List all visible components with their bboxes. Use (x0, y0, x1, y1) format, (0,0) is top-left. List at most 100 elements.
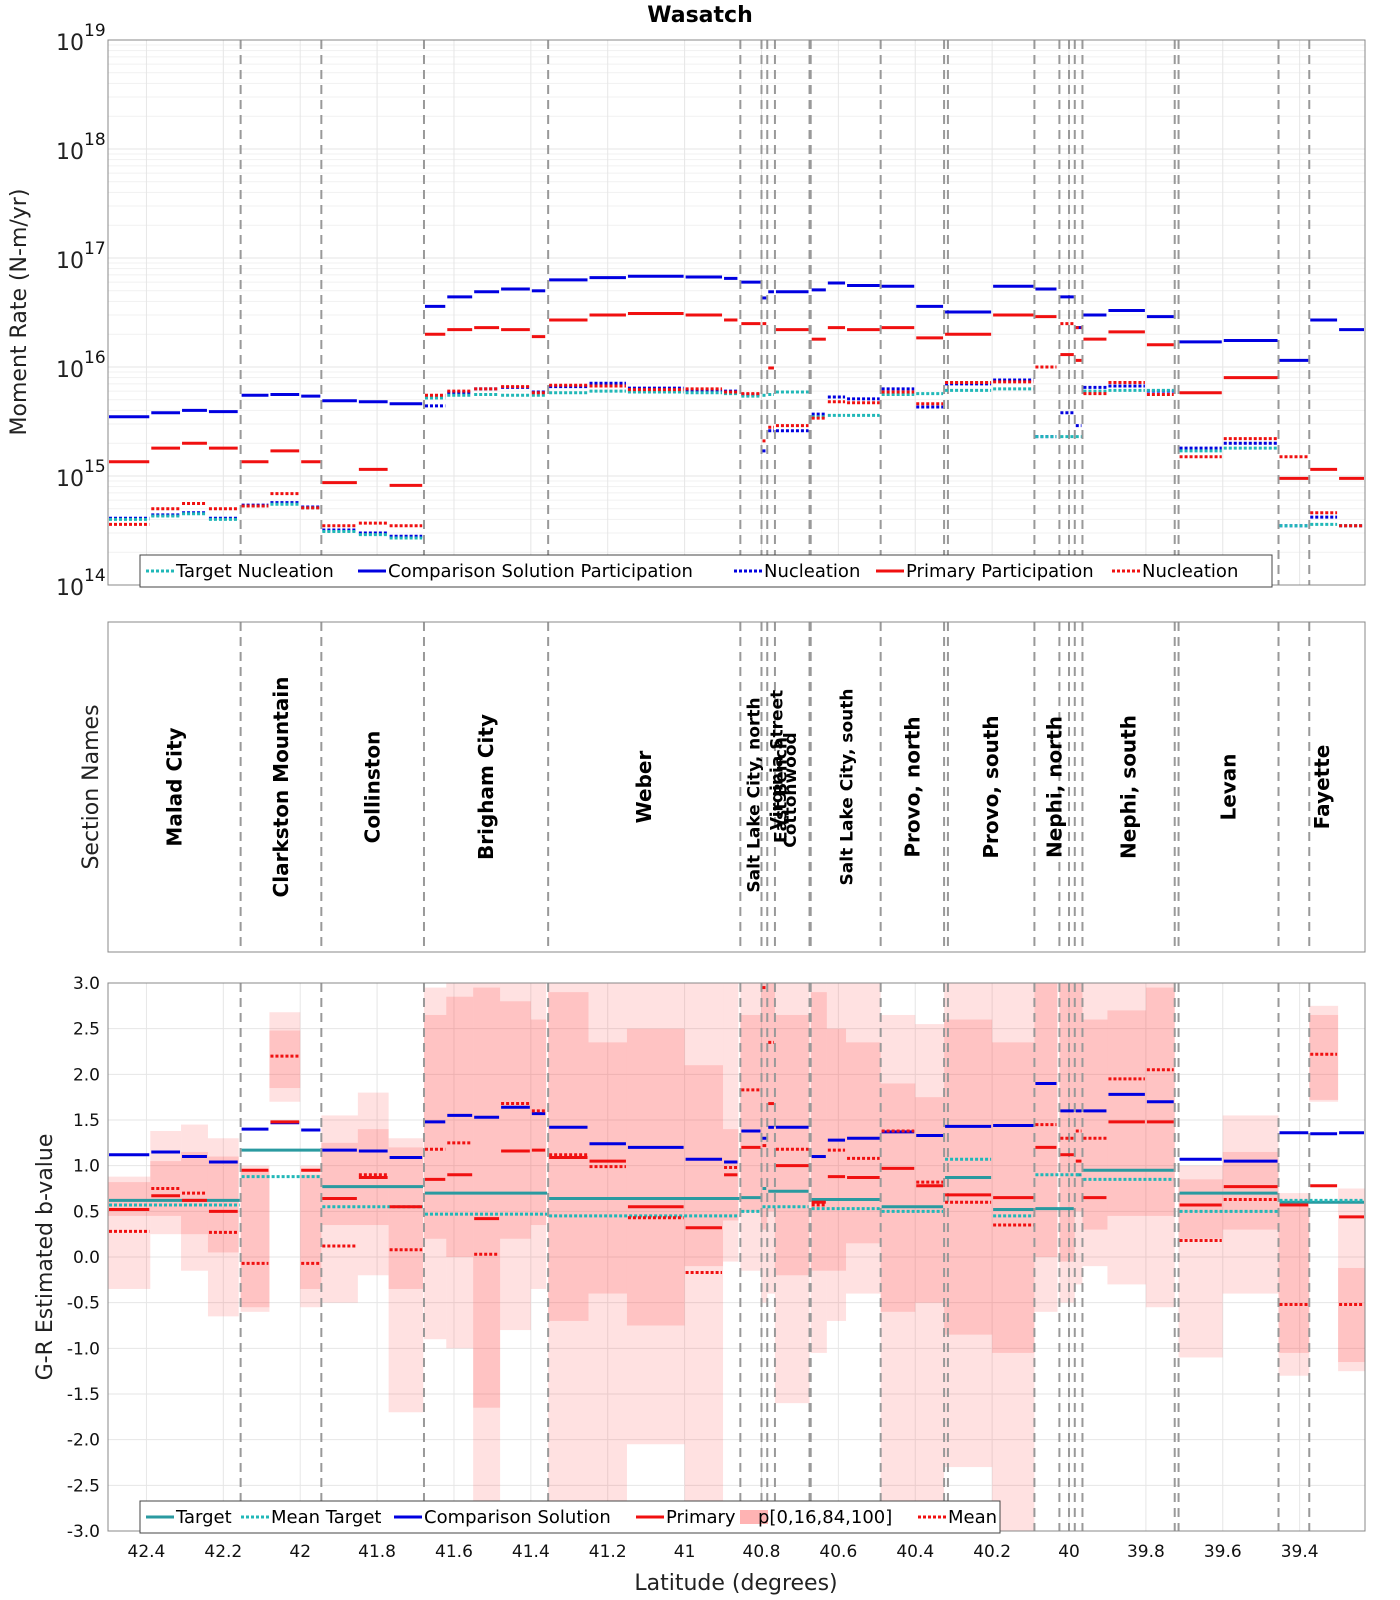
legend-label: Target (175, 1507, 232, 1528)
percentile-band-inner (207, 1156, 239, 1253)
percentile-band-outer (240, 1165, 270, 1312)
x-tick-label: 39.4 (1281, 1542, 1319, 1562)
x-tick-label: 42.4 (128, 1542, 166, 1562)
figure-title: Wasatch (647, 3, 753, 28)
x-tick-label: 39.8 (1127, 1542, 1165, 1562)
x-tick-label: 40.8 (743, 1542, 781, 1562)
percentile-band-outer (446, 983, 474, 1349)
legend-label: Mean Target (271, 1507, 381, 1528)
x-tick-label: 41.6 (435, 1542, 473, 1562)
percentile-band-inner (1222, 1151, 1279, 1230)
section-name: Nephi, south (1117, 715, 1141, 859)
y-tick-label-exponent: 18 (84, 130, 106, 150)
percentile-band-outer (767, 983, 775, 1294)
percentile-band-inner (446, 996, 474, 1257)
y-tick-label: 2.0 (73, 1065, 100, 1085)
section-name: Brigham City (474, 714, 498, 860)
y-tick-label: -0.5 (67, 1294, 100, 1314)
x-tick-label: 41.2 (589, 1542, 627, 1562)
x-tick-label: 39.6 (1204, 1542, 1242, 1562)
percentile-band-inner (767, 983, 775, 1212)
section-name: Provo, south (979, 715, 1003, 858)
percentile-band-outer (473, 983, 501, 1531)
percentile-band-outer (826, 983, 847, 1321)
percentile-band-outer (1107, 983, 1146, 1285)
y-tick-label-exponent: 14 (84, 566, 106, 586)
series-primary (109, 1102, 1364, 1230)
percentile-band-inner (915, 1097, 945, 1303)
percentile-band-outer (530, 983, 547, 1289)
x-tick-label: 42.2 (204, 1542, 242, 1562)
section-name: Provo, north (900, 716, 924, 857)
percentile-band-inner (1059, 983, 1075, 1262)
percentile-band-inner (240, 1170, 270, 1308)
percentile-band-outer (269, 1012, 301, 1102)
legend-label: Nucleation (1142, 561, 1238, 582)
y-tick-label: 2.5 (73, 1020, 100, 1040)
percentile-band-inner (1074, 983, 1083, 1212)
percentile-band-inner (1338, 1267, 1365, 1363)
section-name: Fayette (1310, 745, 1334, 830)
y-tick-label-exponent: 15 (84, 457, 106, 477)
percentile-band-inner (300, 1174, 322, 1289)
percentile-band-inner (826, 1028, 847, 1271)
percentile-band-inner (500, 1001, 531, 1239)
percentile-band-inner (740, 1014, 762, 1212)
legend-label: Comparison Solution (424, 1507, 611, 1528)
percentile-band-outer (810, 983, 827, 1353)
legend-label: Nucleation (764, 561, 860, 582)
series-mean-target (109, 1157, 1364, 1218)
y-tick-label: 0.0 (73, 1248, 100, 1268)
percentile-band-inner (1178, 1179, 1223, 1239)
y-tick-label: 0.5 (73, 1202, 100, 1222)
section-name: Virginia Street (767, 690, 787, 830)
series-primary-participation (109, 311, 1364, 487)
section-names-ylabel: Section Names (79, 704, 104, 869)
percentile-band-outer (1178, 1165, 1223, 1358)
x-tick-label: 40.4 (896, 1542, 934, 1562)
percentile-band-outer (207, 1138, 239, 1317)
section-names-panel: Malad City Clarkston Mountain Collinston Br… (79, 621, 1366, 953)
section-name: Nephi, north (1043, 716, 1067, 858)
series-comparison-solution-nucleation (109, 378, 1364, 538)
section-name: Cottonwood (781, 732, 801, 847)
y-tick-label: -1.0 (67, 1339, 100, 1359)
b-value-panel: -3.0 -2.5 -2.0 -1.5 -1.0 -0.5 0.0 0.5 1.0 1.5 2.0 2… (33, 974, 1366, 1542)
percentile-band-inner (530, 1019, 547, 1226)
y-tick-label-base: 10 (56, 576, 84, 601)
percentile-band-outer (181, 1124, 208, 1271)
percentile-band-inner (810, 992, 827, 1271)
percentile-band-inner (774, 1014, 810, 1276)
percentile-band-inner (846, 1042, 881, 1244)
x-tick-label: 41.4 (512, 1542, 550, 1562)
percentile-band-inner (1278, 1206, 1310, 1353)
y-tick-label: 1.0 (73, 1157, 100, 1177)
y-tick-label: -1.5 (67, 1385, 100, 1405)
percentile-band-outer (723, 983, 739, 1262)
section-name: East Bench (771, 737, 791, 843)
percentile-band-outer (588, 983, 627, 1531)
series-mean (109, 986, 1364, 1306)
b-value-ylabel: G-R Estimated b-value (33, 1134, 58, 1381)
percentile-band-outer (423, 987, 447, 1340)
y-tick-label: -2.0 (67, 1431, 100, 1451)
percentile-band-inner (1034, 983, 1058, 1257)
legend-label: Primary (666, 1507, 736, 1528)
x-axis-ticks: 42.4 42.2 42 41.8 41.6 41.4 41.2 41 40.8 40.6 40.4… (128, 1542, 1319, 1562)
percentile-band-inner (269, 1030, 301, 1089)
percentile-band-inner (880, 1083, 916, 1312)
percentile-band-outer (150, 1130, 182, 1235)
legend-label: Comparison Solution Participation (388, 561, 693, 582)
legend-label: Mean (948, 1507, 997, 1528)
x-tick-label: 40.6 (819, 1542, 857, 1562)
percentile-band-inner (761, 983, 768, 1230)
y-tick-label-exponent: 16 (84, 348, 106, 368)
section-name: Levan (1217, 753, 1241, 820)
percentile-band-outer (1082, 983, 1108, 1267)
x-tick-label: 40.2 (973, 1542, 1011, 1562)
section-name: Clarkston Mountain (269, 677, 293, 898)
percentile-band-outer (1338, 1188, 1365, 1372)
percentile-band-outer (1074, 983, 1083, 1285)
section-name: Malad City (162, 727, 186, 846)
percentile-band-outer (684, 983, 724, 1531)
